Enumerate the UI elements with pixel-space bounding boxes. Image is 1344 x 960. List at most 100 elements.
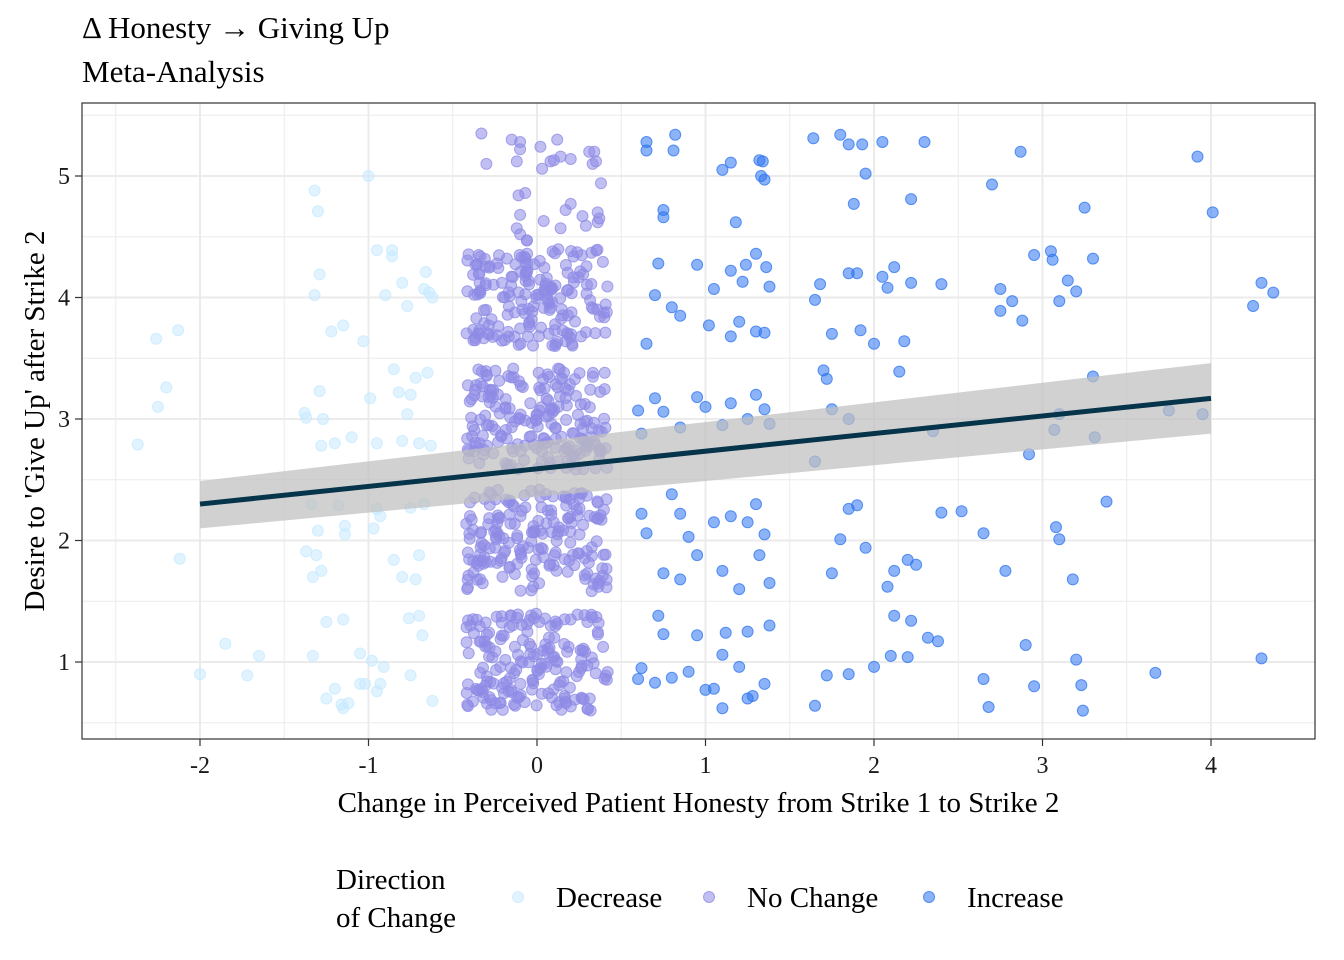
point-increase bbox=[733, 660, 746, 673]
point-no-change bbox=[504, 661, 517, 674]
point-decrease bbox=[387, 553, 400, 566]
point-increase bbox=[691, 629, 704, 642]
point-no-change bbox=[526, 570, 539, 583]
point-increase bbox=[716, 702, 729, 715]
point-no-change bbox=[512, 338, 525, 351]
point-increase bbox=[758, 677, 771, 690]
point-increase bbox=[763, 619, 776, 632]
point-no-change bbox=[552, 362, 565, 375]
point-increase bbox=[657, 567, 670, 580]
legend-key-decrease bbox=[512, 891, 524, 903]
point-decrease bbox=[310, 549, 323, 562]
point-increase bbox=[842, 138, 855, 151]
point-no-change bbox=[527, 339, 539, 352]
point-increase bbox=[999, 564, 1012, 577]
point-no-change bbox=[575, 330, 588, 343]
point-decrease bbox=[313, 385, 326, 398]
point-no-change bbox=[589, 327, 602, 340]
point-decrease bbox=[424, 439, 437, 452]
point-increase bbox=[758, 528, 771, 541]
point-increase bbox=[756, 155, 769, 168]
point-no-change bbox=[515, 504, 528, 517]
point-no-change bbox=[560, 399, 573, 412]
point-no-change bbox=[504, 560, 516, 573]
point-no-change bbox=[558, 692, 571, 705]
point-no-change bbox=[543, 559, 556, 572]
point-increase bbox=[667, 144, 680, 157]
point-no-change bbox=[514, 136, 527, 148]
point-no-change bbox=[534, 140, 547, 153]
point-decrease bbox=[426, 694, 439, 707]
point-decrease bbox=[370, 244, 383, 257]
point-no-change bbox=[490, 664, 503, 676]
point-increase bbox=[1267, 286, 1280, 299]
point-increase bbox=[741, 625, 754, 638]
point-decrease bbox=[150, 332, 163, 345]
point-decrease bbox=[315, 439, 328, 452]
point-no-change bbox=[475, 526, 488, 539]
point-increase bbox=[888, 609, 901, 622]
point-no-change bbox=[479, 409, 492, 422]
point-no-change bbox=[511, 529, 524, 542]
point-no-change bbox=[478, 551, 491, 564]
point-no-change bbox=[545, 281, 558, 294]
point-no-change bbox=[571, 246, 584, 259]
point-increase bbox=[1087, 252, 1099, 265]
point-no-change bbox=[577, 422, 590, 435]
point-no-change bbox=[551, 133, 564, 146]
point-increase bbox=[657, 628, 670, 641]
point-increase bbox=[1078, 201, 1091, 214]
y-tick-label: 4 bbox=[58, 286, 70, 312]
point-no-change bbox=[546, 402, 559, 415]
point-increase bbox=[657, 405, 670, 418]
x-tick-label: 2 bbox=[868, 753, 880, 779]
point-increase bbox=[763, 280, 776, 293]
point-no-change bbox=[527, 580, 540, 593]
point-no-change bbox=[549, 620, 562, 632]
point-no-change bbox=[585, 541, 598, 554]
point-decrease bbox=[151, 400, 164, 413]
point-increase bbox=[1053, 295, 1066, 308]
point-increase bbox=[977, 527, 990, 540]
point-no-change bbox=[601, 666, 614, 678]
point-increase bbox=[1247, 300, 1260, 312]
point-increase bbox=[994, 304, 1007, 317]
point-decrease bbox=[362, 170, 375, 182]
x-tick-label: 1 bbox=[700, 753, 712, 779]
point-increase bbox=[1028, 680, 1041, 693]
legend-label-no-change: No Change bbox=[747, 882, 878, 914]
point-increase bbox=[1061, 274, 1074, 287]
y-axis-title: Desire to 'Give Up' after Strike 2 bbox=[19, 231, 51, 612]
point-no-change bbox=[596, 255, 609, 268]
point-decrease bbox=[342, 697, 355, 710]
point-increase bbox=[851, 499, 864, 512]
point-decrease bbox=[253, 649, 265, 662]
point-no-change bbox=[538, 261, 551, 274]
point-increase bbox=[825, 567, 838, 580]
point-no-change bbox=[495, 552, 508, 565]
point-decrease bbox=[374, 510, 387, 523]
point-no-change bbox=[480, 369, 493, 381]
point-no-change bbox=[493, 511, 506, 524]
point-increase bbox=[847, 197, 860, 210]
legend: Direction of Change Decrease No Change Inc… bbox=[336, 864, 1064, 934]
legend-title-line-2: of Change bbox=[336, 902, 456, 934]
point-no-change bbox=[562, 512, 575, 525]
point-increase bbox=[750, 388, 762, 401]
point-no-change bbox=[600, 581, 613, 594]
point-decrease bbox=[426, 291, 439, 304]
point-increase bbox=[893, 365, 906, 378]
point-decrease bbox=[367, 522, 380, 535]
point-decrease bbox=[311, 205, 324, 218]
point-no-change bbox=[492, 262, 505, 274]
point-no-change bbox=[496, 291, 509, 304]
point-increase bbox=[807, 132, 820, 145]
point-no-change bbox=[511, 691, 524, 704]
point-increase bbox=[1014, 145, 1027, 158]
point-no-change bbox=[597, 640, 610, 653]
point-no-change bbox=[579, 645, 592, 658]
point-no-change bbox=[476, 429, 489, 442]
point-no-change bbox=[497, 687, 510, 700]
point-no-change bbox=[465, 393, 478, 406]
point-no-change bbox=[519, 252, 532, 265]
